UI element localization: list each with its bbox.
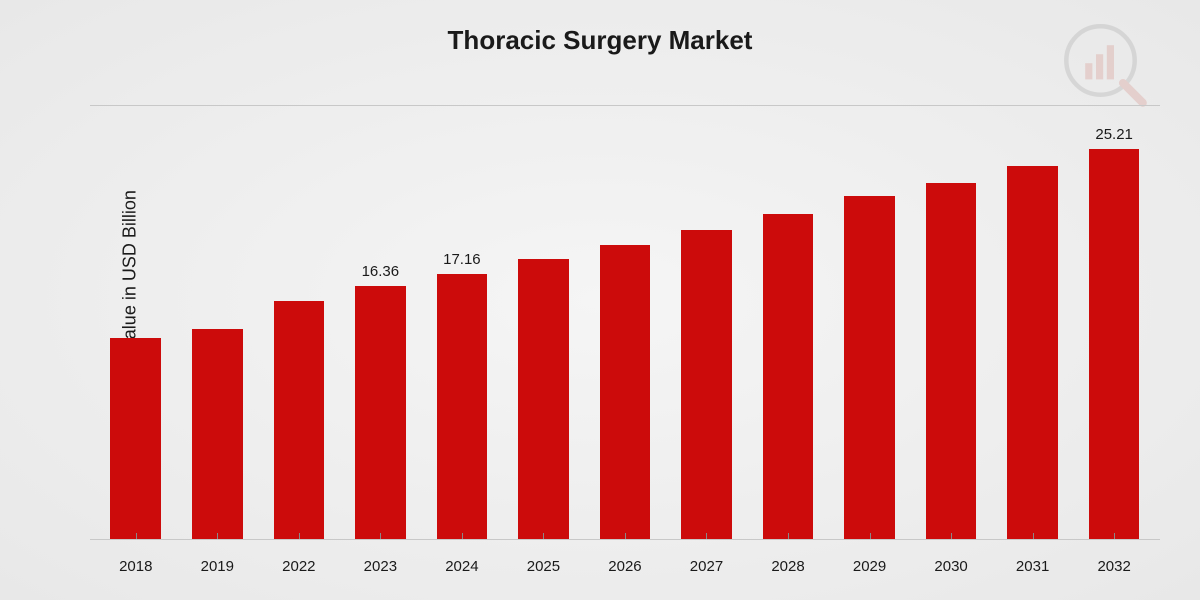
- bar: [355, 286, 406, 539]
- x-tick-label: 2029: [829, 558, 911, 575]
- bar: [518, 259, 569, 539]
- bar: [926, 183, 977, 539]
- bar-group: 25.21: [1073, 106, 1155, 539]
- bar-group: [666, 106, 748, 539]
- bar-group: [258, 106, 340, 539]
- watermark-logo: [1060, 20, 1150, 110]
- x-tick-label: 2022: [258, 558, 340, 575]
- bar: [437, 274, 488, 539]
- bar-value-label: 17.16: [443, 251, 481, 268]
- x-tick-label: 2019: [177, 558, 259, 575]
- bar-group: [177, 106, 259, 539]
- bars-container: 16.36 17.16 25.21: [90, 106, 1160, 539]
- bar-group: [747, 106, 829, 539]
- x-axis: 2018201920222023202420252026202720282029…: [90, 558, 1160, 575]
- bar-group: 16.36: [340, 106, 422, 539]
- bar: [681, 230, 732, 539]
- bar-value-label: 25.21: [1095, 126, 1133, 143]
- x-tick-label: 2023: [340, 558, 422, 575]
- bar: [110, 338, 161, 539]
- x-tick-label: 2026: [584, 558, 666, 575]
- x-tick-label: 2030: [910, 558, 992, 575]
- bar: [192, 329, 243, 539]
- bar: [1007, 166, 1058, 539]
- bar: [763, 214, 814, 539]
- bar: [600, 245, 651, 539]
- bar: [844, 196, 895, 539]
- bar-group: 17.16: [421, 106, 503, 539]
- chart-title: Thoracic Surgery Market: [448, 25, 753, 56]
- bar-group: [584, 106, 666, 539]
- plot-area: 16.36 17.16 25.21: [90, 105, 1160, 540]
- x-tick-label: 2025: [503, 558, 585, 575]
- x-tick-label: 2032: [1073, 558, 1155, 575]
- x-tick-label: 2031: [992, 558, 1074, 575]
- x-tick-label: 2028: [747, 558, 829, 575]
- bar: [1089, 149, 1140, 539]
- bar-group: [95, 106, 177, 539]
- x-tick-label: 2024: [421, 558, 503, 575]
- x-tick-label: 2027: [666, 558, 748, 575]
- bar-group: [829, 106, 911, 539]
- chart-container: Thoracic Surgery Market Market Value in …: [0, 0, 1200, 600]
- x-tick-label: 2018: [95, 558, 177, 575]
- bar-value-label: 16.36: [362, 263, 400, 280]
- bar-group: [910, 106, 992, 539]
- bar-group: [503, 106, 585, 539]
- bar: [274, 301, 325, 539]
- bar-group: [992, 106, 1074, 539]
